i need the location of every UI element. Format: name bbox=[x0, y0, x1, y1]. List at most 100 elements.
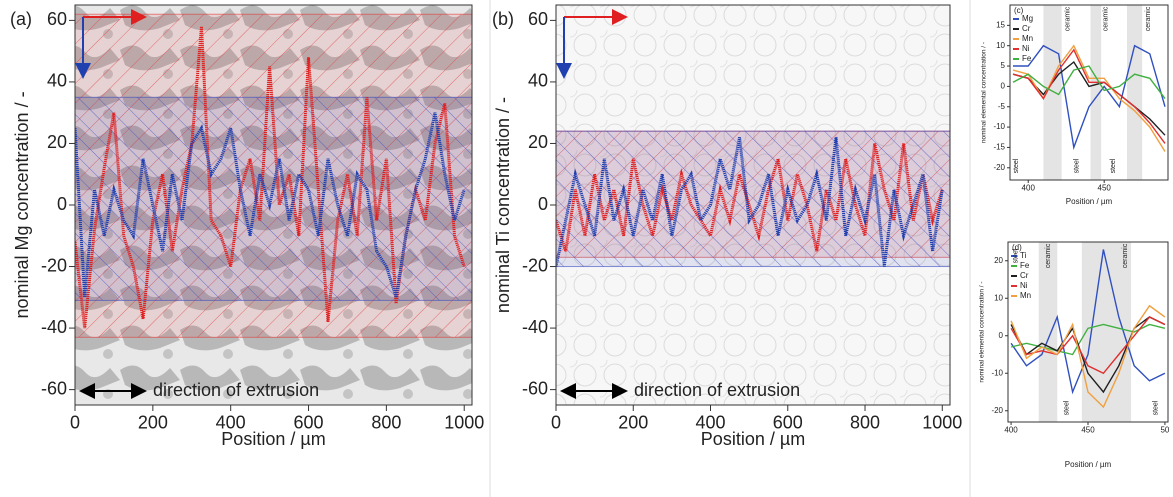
x-tick-label: 0 bbox=[551, 412, 561, 432]
y-tick-label: -5 bbox=[998, 102, 1006, 111]
x-tick-label: 400 bbox=[695, 412, 725, 432]
region-label: ceramic bbox=[1065, 6, 1072, 31]
x-axis-label: Position / µm bbox=[1065, 460, 1112, 469]
y-tick-label: 10 bbox=[994, 293, 1003, 302]
y-tick-label: -20 bbox=[993, 163, 1005, 172]
data-line bbox=[556, 143, 944, 252]
data-line bbox=[1012, 44, 1166, 152]
region-label: ceramic bbox=[1122, 243, 1129, 268]
y-tick-label: 40 bbox=[528, 71, 548, 91]
shaded-region bbox=[1090, 5, 1102, 180]
y-tick-label: -10 bbox=[993, 122, 1005, 131]
x-tick-label: 400 bbox=[216, 412, 246, 432]
annotation: direction of extrusion bbox=[153, 380, 319, 400]
data-line bbox=[1012, 60, 1166, 136]
y-tick-label: 20 bbox=[47, 132, 67, 152]
x-tick-label: 400 bbox=[1004, 426, 1018, 435]
y-tick-label: -15 bbox=[993, 143, 1005, 152]
y-tick-label: 60 bbox=[528, 9, 548, 29]
y-tick-label: -40 bbox=[41, 317, 67, 337]
plot-area bbox=[75, 5, 472, 405]
x-tick-label: 800 bbox=[371, 412, 401, 432]
plot-area bbox=[1010, 5, 1168, 180]
x-tick-label: 50 bbox=[1160, 426, 1169, 435]
data-line bbox=[1012, 65, 1166, 100]
y-tick-label: 15 bbox=[996, 20, 1005, 29]
y-tick-label: -60 bbox=[522, 378, 548, 398]
legend-label: Mn bbox=[1022, 34, 1033, 43]
x-tick-label: 200 bbox=[138, 412, 168, 432]
data-line bbox=[1010, 316, 1166, 375]
y-tick-label: -20 bbox=[991, 406, 1003, 415]
x-tick-label: 450 bbox=[1098, 184, 1112, 193]
annotation: direction of extrusion bbox=[634, 380, 800, 400]
panel-label: (d) bbox=[1012, 243, 1022, 252]
x-tick-label: 450 bbox=[1081, 426, 1095, 435]
y-tick-label: 0 bbox=[538, 194, 548, 214]
plot-area bbox=[1008, 242, 1168, 422]
panel-label: (a) bbox=[10, 9, 32, 29]
x-axis-label: Position / µm bbox=[221, 429, 325, 449]
legend-label: Ti bbox=[1020, 251, 1027, 260]
x-tick-label: 1000 bbox=[922, 412, 962, 432]
region-label: steel bbox=[1153, 400, 1160, 415]
y-axis-label: nominal Ti concentration / - bbox=[493, 97, 513, 313]
region-label: ceramic bbox=[1103, 6, 1110, 31]
legend-label: Cr bbox=[1022, 24, 1031, 33]
region-label: steel bbox=[1013, 248, 1020, 263]
x-tick-label: 600 bbox=[294, 412, 324, 432]
panel-label: (c) bbox=[1014, 6, 1024, 15]
region-label: ceramic bbox=[1045, 243, 1052, 268]
x-tick-label: 200 bbox=[618, 412, 648, 432]
plot-area bbox=[556, 5, 950, 405]
legend-label: Ni bbox=[1020, 281, 1028, 290]
y-axis-label: nominal elemental concentration / - bbox=[981, 42, 988, 143]
y-axis-label: nominal elemental concentration / - bbox=[979, 281, 986, 382]
y-tick-label: -20 bbox=[522, 255, 548, 275]
legend-label: Cr bbox=[1020, 271, 1029, 280]
y-tick-label: -20 bbox=[41, 255, 67, 275]
y-tick-label: 5 bbox=[1001, 61, 1006, 70]
band-hatch bbox=[75, 97, 472, 301]
shaded-region bbox=[1038, 242, 1058, 422]
data-line bbox=[1010, 304, 1166, 409]
y-tick-label: 0 bbox=[1001, 82, 1006, 91]
y-tick-label: 20 bbox=[528, 132, 548, 152]
region-label: steel bbox=[1063, 400, 1070, 415]
legend-label: Mg bbox=[1022, 14, 1033, 23]
axes-frame bbox=[1009, 4, 1169, 181]
y-tick-label: 60 bbox=[47, 9, 67, 29]
shaded-region bbox=[1126, 5, 1143, 180]
x-tick-label: 800 bbox=[850, 412, 880, 432]
x-axis-label: Position / µm bbox=[1066, 197, 1113, 206]
data-line bbox=[1010, 316, 1166, 394]
region-label: ceramic bbox=[1145, 6, 1152, 31]
y-tick-label: 0 bbox=[57, 194, 67, 214]
legend-label: Ni bbox=[1022, 44, 1030, 53]
y-tick-label: -60 bbox=[41, 378, 67, 398]
x-tick-label: 400 bbox=[1022, 184, 1036, 193]
data-line bbox=[75, 112, 466, 298]
x-tick-label: 0 bbox=[70, 412, 80, 432]
data-line bbox=[1010, 249, 1166, 395]
x-tick-label: 600 bbox=[773, 412, 803, 432]
region-label: steel bbox=[1110, 158, 1117, 173]
data-line bbox=[1012, 48, 1166, 144]
y-tick-label: 40 bbox=[47, 71, 67, 91]
data-line bbox=[556, 137, 944, 267]
legend-label: Mn bbox=[1020, 291, 1031, 300]
y-tick-label: -10 bbox=[991, 368, 1003, 377]
legend-label: Fe bbox=[1020, 261, 1030, 270]
x-tick-label: 1000 bbox=[444, 412, 484, 432]
y-tick-label: 10 bbox=[996, 41, 1005, 50]
y-tick-label: 20 bbox=[994, 256, 1003, 265]
panel-label: (b) bbox=[492, 9, 514, 29]
y-tick-label: 0 bbox=[999, 331, 1004, 340]
y-tick-label: -40 bbox=[522, 317, 548, 337]
y-axis-label: nominal Mg concentration / - bbox=[12, 91, 32, 318]
region-label: steel bbox=[1074, 158, 1081, 173]
data-line bbox=[1013, 44, 1166, 151]
band-hatch bbox=[556, 131, 950, 267]
legend-label: Fe bbox=[1022, 54, 1032, 63]
